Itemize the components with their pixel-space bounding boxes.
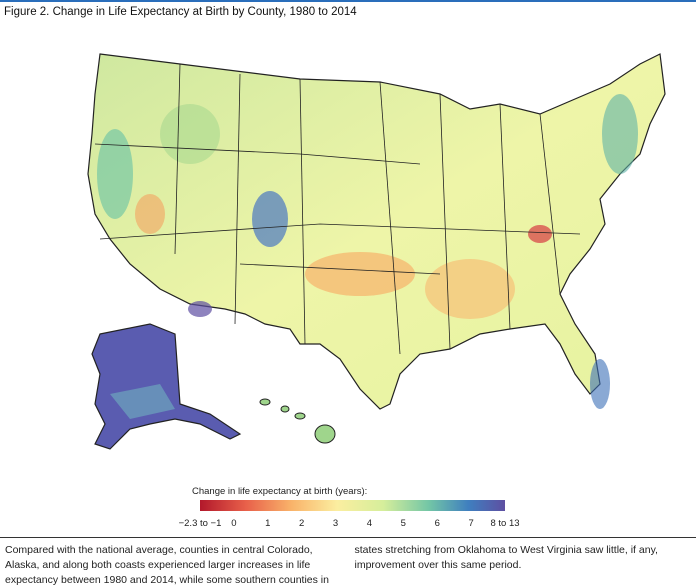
region-orange [425,259,515,319]
top-rule [0,0,696,2]
legend-tick-label: 7 [468,518,473,529]
legend: Change in life expectancy at birth (year… [179,486,520,529]
caption: Compared with the national average, coun… [5,544,658,586]
region-purple [188,301,212,317]
alaska-inner [110,384,175,419]
region-orange [305,252,415,296]
region-orange [135,194,165,234]
legend-tick-label: −2.3 to −1 [179,518,222,529]
county-map [87,53,666,450]
separator [0,537,696,538]
legend-tick-label: 6 [435,518,440,529]
region-teal [97,129,133,219]
legend-tick-label: 3 [333,518,338,529]
state-borders [94,63,581,355]
figure-title: Figure 2. Change in Life Expectancy at B… [4,6,357,18]
legend-tick-label: 5 [401,518,406,529]
color-bar [200,500,505,511]
hawaii [259,398,336,444]
region-green [160,104,220,164]
region-red [528,225,552,243]
legend-tick-label: 1 [265,518,270,529]
region-teal [602,94,638,174]
legend-tick-label: 4 [367,518,372,529]
region-blue [252,191,288,247]
legend-tick-label: 8 to 13 [490,518,519,529]
legend-tick-label: 0 [231,518,236,529]
legend-tick-label: 2 [299,518,304,529]
alaska [91,323,242,450]
legend-title: Change in life expectancy at birth (year… [192,486,367,497]
region-blue [590,359,610,409]
